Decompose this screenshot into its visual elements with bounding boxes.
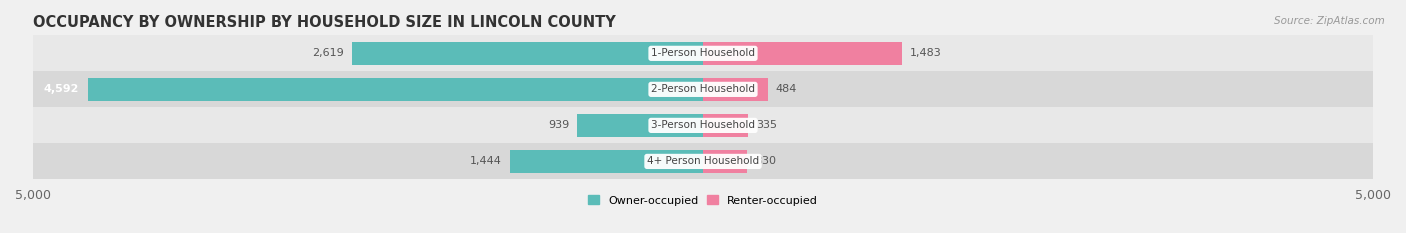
Text: Source: ZipAtlas.com: Source: ZipAtlas.com bbox=[1274, 16, 1385, 26]
Text: 330: 330 bbox=[755, 156, 776, 166]
Bar bbox=[509, 150, 703, 173]
Text: OCCUPANCY BY OWNERSHIP BY HOUSEHOLD SIZE IN LINCOLN COUNTY: OCCUPANCY BY OWNERSHIP BY HOUSEHOLD SIZE… bbox=[32, 15, 616, 30]
Bar bbox=[32, 143, 1374, 179]
Text: 335: 335 bbox=[756, 120, 778, 130]
Text: 3-Person Household: 3-Person Household bbox=[651, 120, 755, 130]
Text: 4+ Person Household: 4+ Person Household bbox=[647, 156, 759, 166]
Text: 2-Person Household: 2-Person Household bbox=[651, 84, 755, 94]
Bar bbox=[87, 78, 703, 100]
Text: 484: 484 bbox=[776, 84, 797, 94]
Text: 1,444: 1,444 bbox=[470, 156, 502, 166]
Bar bbox=[703, 150, 747, 173]
Bar bbox=[578, 114, 703, 137]
Text: 2,619: 2,619 bbox=[312, 48, 344, 58]
Legend: Owner-occupied, Renter-occupied: Owner-occupied, Renter-occupied bbox=[588, 195, 818, 206]
Bar bbox=[703, 42, 901, 65]
Text: 1-Person Household: 1-Person Household bbox=[651, 48, 755, 58]
Bar bbox=[32, 107, 1374, 143]
Text: 939: 939 bbox=[548, 120, 569, 130]
Bar bbox=[352, 42, 703, 65]
Bar bbox=[703, 78, 768, 100]
Text: 4,592: 4,592 bbox=[44, 84, 79, 94]
Bar bbox=[703, 114, 748, 137]
Bar bbox=[32, 71, 1374, 107]
Text: 1,483: 1,483 bbox=[910, 48, 942, 58]
Bar bbox=[32, 35, 1374, 71]
